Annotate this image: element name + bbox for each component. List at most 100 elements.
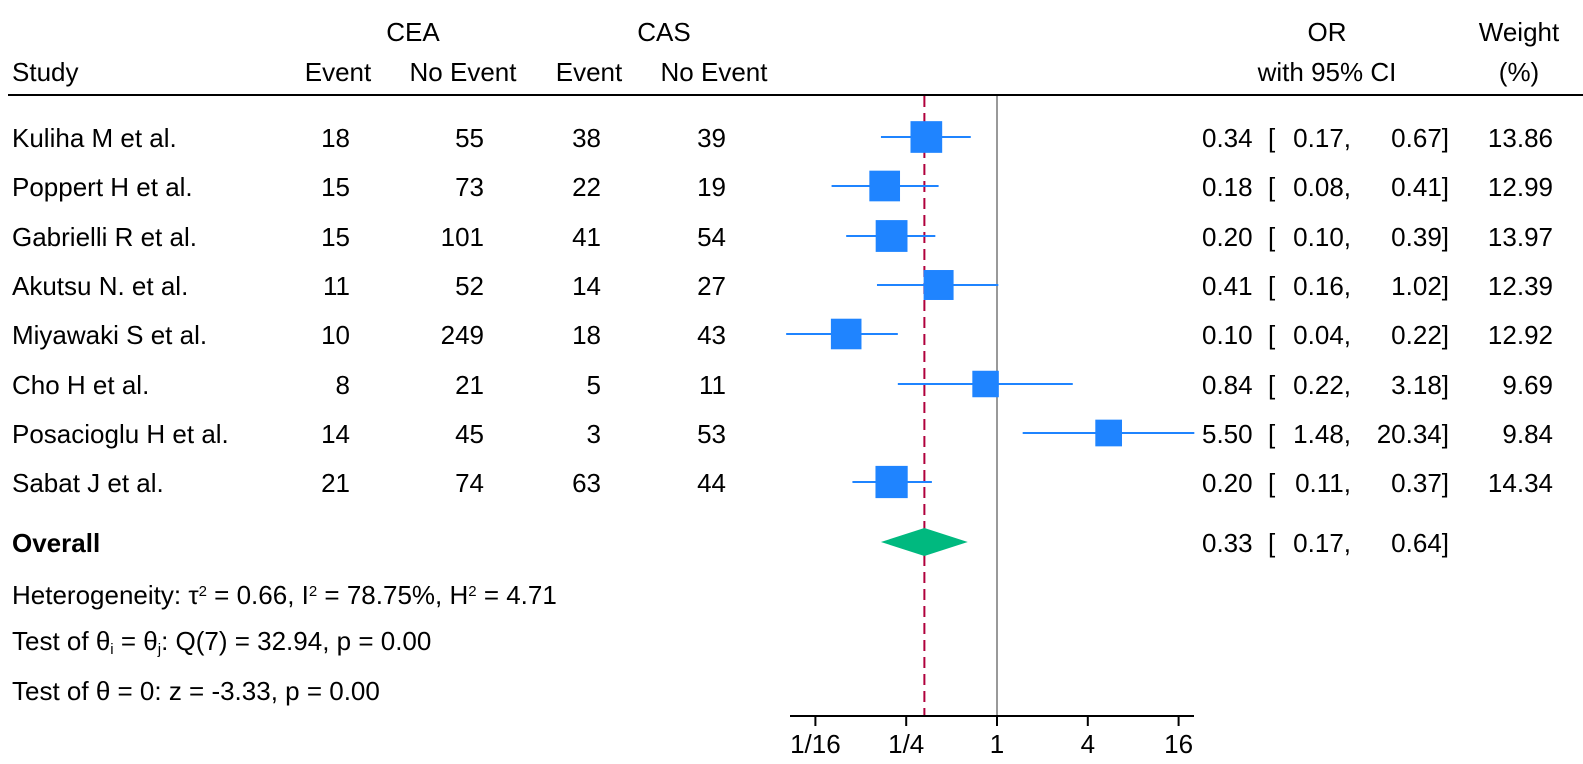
x-axis-tick-label: 16 [1164,729,1193,759]
x-axis-tick-label: 4 [1081,729,1095,759]
ci-open-bracket: [ [1268,222,1276,252]
header-cas-no-event: No Event [660,57,768,87]
cas-no-event-value: 19 [697,172,726,202]
header-cea-event: Event [304,57,372,87]
header-weight-unit: (%) [1498,57,1540,87]
ci-upper-value: 0.41] [1391,172,1449,202]
x-axis-tick-label: 1/4 [888,729,924,759]
overall-ci-open: [ [1268,528,1276,558]
ci-lower-value: 0.17, [1293,123,1351,153]
ci-upper-value: 20.34] [1376,419,1449,449]
ci-open-bracket: [ [1268,419,1276,449]
or-value: 0.84 [1202,370,1253,400]
or-value: 0.41 [1202,271,1253,301]
header-group-cea: CEA [386,17,440,47]
study-name: Cho H et al. [12,370,150,400]
cas-no-event-value: 39 [697,123,726,153]
ci-lower-value: 0.08, [1293,172,1351,202]
cea-event-value: 21 [321,468,350,498]
cas-event-value: 22 [572,172,601,202]
cea-no-event-value: 249 [440,320,484,350]
or-value: 0.20 [1202,468,1253,498]
weight-value: 14.34 [1487,468,1553,498]
study-marker [1095,419,1123,447]
cea-event-value: 14 [321,419,350,449]
overall-ci-lo: 0.17, [1293,528,1351,558]
or-value: 0.34 [1202,123,1253,153]
header-or-ci: with 95% CI [1257,57,1397,87]
cea-event-value: 11 [323,271,350,301]
cas-event-value: 38 [572,123,601,153]
or-value: 0.20 [1202,222,1253,252]
study-marker [910,121,943,153]
homogeneity-test-text: Test of θi = θj: Q(7) = 32.94, p = 0.00 [12,626,432,658]
cea-event-value: 8 [335,370,350,400]
ci-lower-value: 0.11, [1295,468,1351,498]
study-marker [869,170,901,202]
study-marker [830,318,862,350]
study-marker [875,465,908,499]
cea-no-event-value: 101 [440,222,484,252]
cas-no-event-value: 11 [699,370,726,400]
header-study: Study [12,57,79,87]
or-value: 0.10 [1202,320,1253,350]
weight-value: 12.99 [1487,172,1553,202]
cas-event-value: 18 [572,320,601,350]
weight-value: 12.92 [1487,320,1553,350]
overall-or: 0.33 [1202,528,1253,558]
study-name: Gabrielli R et al. [12,222,197,252]
ci-open-bracket: [ [1268,123,1276,153]
cas-event-value: 41 [572,222,601,252]
cea-event-value: 18 [321,123,350,153]
ci-upper-value: 0.22] [1391,320,1449,350]
ci-upper-value: 0.37] [1391,468,1449,498]
overall-label: Overall [12,528,101,558]
study-name: Kuliha M et al. [12,123,177,153]
overall-diamond [880,528,968,556]
header-group-cas: CAS [637,17,691,47]
header-cea-no-event: No Event [409,57,517,87]
cas-no-event-value: 27 [697,271,726,301]
study-name: Miyawaki S et al. [12,320,208,350]
cea-event-value: 15 [321,222,350,252]
weight-value: 12.39 [1487,271,1553,301]
cas-no-event-value: 43 [697,320,726,350]
heterogeneity-text: Heterogeneity: τ2 = 0.66, I2 = 78.75%, H… [12,580,557,610]
overall-effect-test-text: Test of θ = 0: z = -3.33, p = 0.00 [12,676,380,706]
cea-no-event-value: 74 [455,468,484,498]
study-marker [875,220,908,252]
study-marker [923,270,954,300]
ci-upper-value: 3.18] [1391,370,1449,400]
ci-open-bracket: [ [1268,370,1276,400]
ci-lower-value: 0.10, [1293,222,1351,252]
or-value: 0.18 [1202,172,1253,202]
ci-lower-value: 0.22, [1293,370,1351,400]
study-name: Sabat J et al. [12,468,164,498]
cea-no-event-value: 45 [455,419,484,449]
ci-upper-value: 0.67] [1391,123,1449,153]
cas-no-event-value: 53 [697,419,726,449]
header-weight: Weight [1478,17,1560,47]
weight-value: 9.69 [1502,370,1553,400]
ci-lower-value: 1.48, [1293,419,1351,449]
ci-lower-value: 0.04, [1293,320,1351,350]
ci-upper-value: 1.02] [1391,271,1449,301]
overall-ci-hi: 0.64] [1391,528,1449,558]
header-cas-event: Event [555,57,623,87]
cea-event-value: 10 [321,320,350,350]
cea-no-event-value: 52 [455,271,484,301]
x-axis-tick-label: 1 [990,729,1004,759]
study-name: Poppert H et al. [12,172,193,202]
ci-open-bracket: [ [1268,271,1276,301]
header-or: OR [1307,17,1347,47]
x-axis-tick-label: 1/16 [790,729,841,759]
cas-no-event-value: 44 [697,468,726,498]
cea-event-value: 15 [321,172,350,202]
ci-open-bracket: [ [1268,172,1276,202]
ci-open-bracket: [ [1268,468,1276,498]
cas-event-value: 5 [586,370,601,400]
cas-no-event-value: 54 [697,222,726,252]
cas-event-value: 14 [572,271,601,301]
study-name: Posacioglu H et al. [12,419,229,449]
ci-upper-value: 0.39] [1391,222,1449,252]
